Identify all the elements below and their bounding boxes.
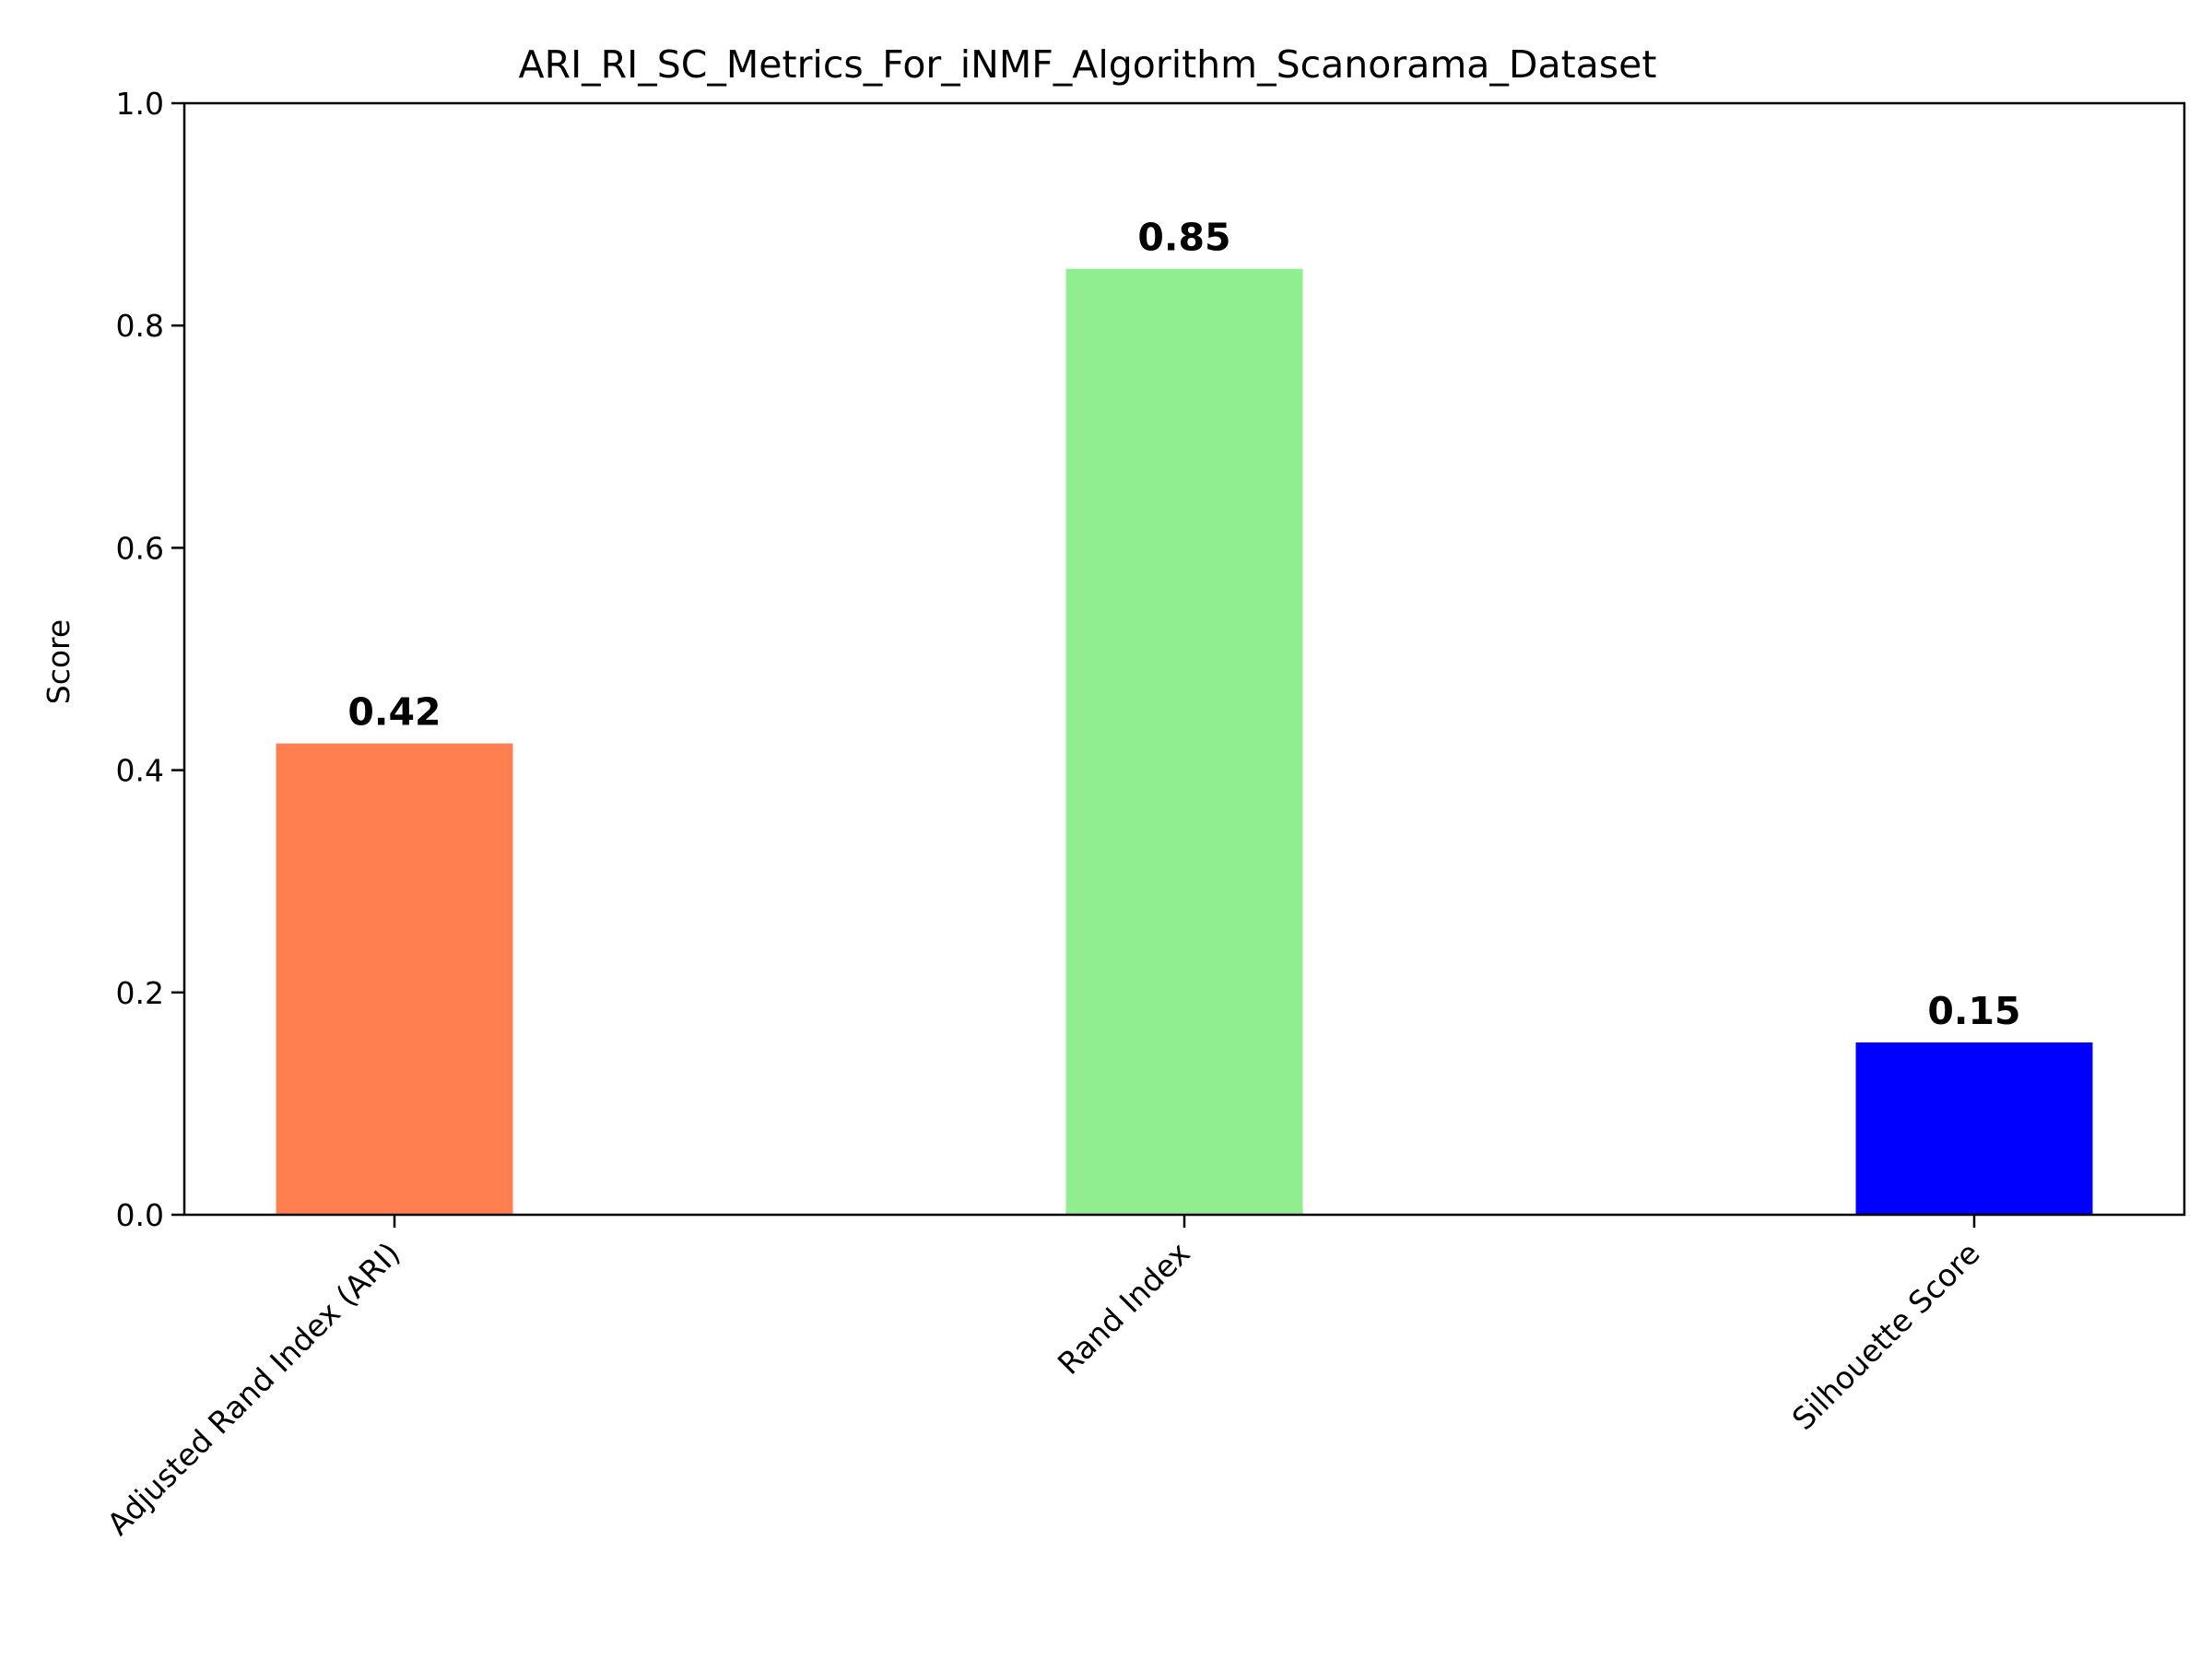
- plot-frame: [182, 101, 2186, 1217]
- chart-title: ARI_RI_SC_Metrics_For_iNMF_Algorithm_Sca…: [519, 42, 1657, 87]
- y-tick-label: 0.4: [116, 753, 164, 789]
- y-tick-label: 0.6: [116, 530, 164, 566]
- y-axis-label: Score: [41, 619, 76, 704]
- bar-value-label: 0.15: [1927, 989, 2020, 1033]
- y-tick-label: 0.2: [116, 975, 164, 1011]
- bar-value-label: 0.85: [1137, 216, 1230, 260]
- y-tick-label: 0.0: [116, 1197, 164, 1233]
- bar-value-label: 0.42: [347, 690, 441, 735]
- y-tick-label: 0.8: [116, 308, 164, 344]
- bar: [1855, 1042, 2093, 1215]
- y-tick-label: 1.0: [116, 86, 164, 122]
- bar: [276, 743, 513, 1215]
- bar: [1065, 268, 1303, 1216]
